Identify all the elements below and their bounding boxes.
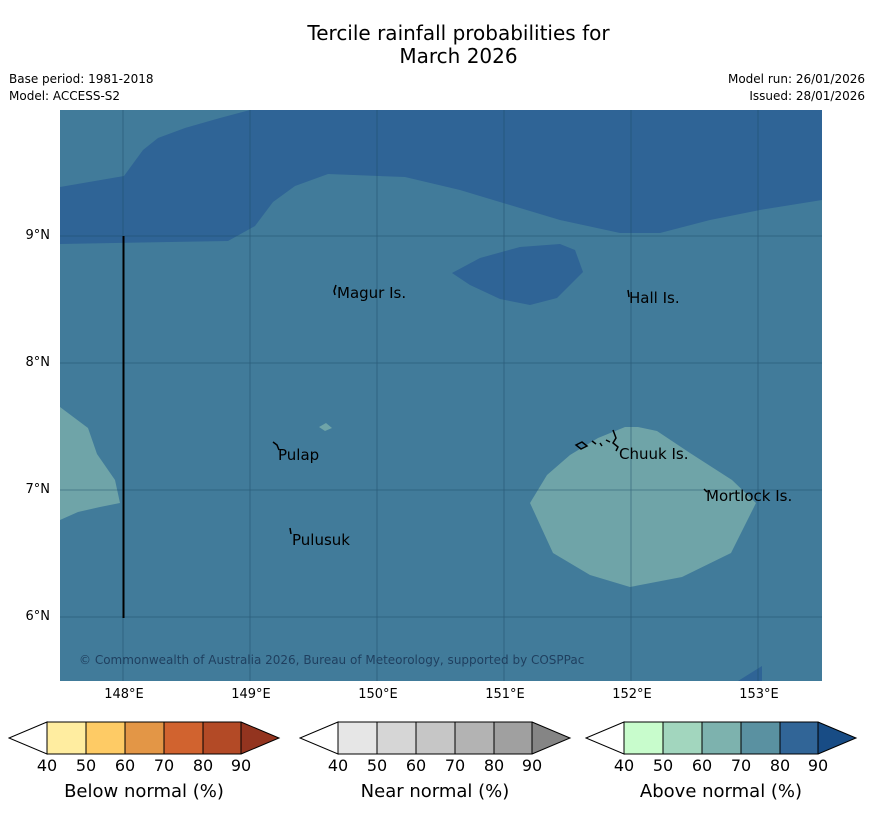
colorbar-below-normal	[8, 721, 281, 755]
place-label-hall: Hall Is.	[629, 289, 680, 307]
hall-island-shape	[627, 289, 630, 298]
near-bin-60	[416, 722, 455, 754]
tick: 50	[75, 756, 97, 775]
title-line-1: Tercile rainfall probabilities for	[307, 21, 610, 45]
tick: 80	[192, 756, 214, 775]
above-70-north-lobe	[60, 110, 250, 187]
above-80-south-corner	[738, 666, 762, 681]
mortlock-island-shape	[703, 488, 708, 493]
forecast-map	[60, 110, 822, 681]
lat-label-7n: 7°N	[25, 482, 51, 497]
lat-label-8n: 8°N	[25, 355, 51, 370]
place-label-pulap: Pulap	[278, 446, 320, 464]
tick: 70	[730, 756, 752, 775]
colorbar-above-normal	[585, 721, 858, 755]
near-bin-70	[455, 722, 494, 754]
meta-left: Base period: 1981-2018 Model: ACCESS-S2	[9, 71, 154, 105]
near-bin-80	[494, 722, 532, 754]
tick: 50	[652, 756, 674, 775]
near-extend-high	[532, 722, 570, 754]
below-extend-high	[241, 722, 279, 754]
colorbar-below-label: Below normal (%)	[64, 781, 224, 802]
below-extend-low	[8, 721, 48, 755]
graticule	[60, 110, 822, 681]
near-bin-50	[377, 722, 416, 754]
place-label-mortlock: Mortlock Is.	[706, 487, 793, 505]
lon-label-150e: 150°E	[358, 687, 398, 702]
lon-label-148e: 148°E	[104, 687, 144, 702]
lon-label-149e: 149°E	[231, 687, 271, 702]
place-label-pulusuk: Pulusuk	[292, 531, 350, 549]
lat-label-6n: 6°N	[25, 609, 51, 624]
magur-island-shape	[333, 284, 337, 296]
below-bin-60	[125, 722, 164, 754]
tick: 70	[153, 756, 175, 775]
copyright-notice: © Commonwealth of Australia 2026, Bureau…	[79, 653, 585, 667]
place-label-chuuk: Chuuk Is.	[619, 445, 689, 463]
lat-label-9n: 9°N	[25, 228, 51, 243]
above-60-chuuk-region	[530, 427, 756, 587]
tick: 90	[521, 756, 543, 775]
model-name: Model: ACCESS-S2	[9, 89, 121, 103]
above-60-west-region	[60, 407, 120, 520]
issued-date: Issued: 28/01/2026	[749, 89, 865, 103]
island-outlines	[272, 284, 708, 535]
near-extend-low	[299, 721, 339, 755]
tick: 40	[36, 756, 58, 775]
chuuk-island-shape	[574, 429, 619, 452]
near-bin-40	[338, 722, 377, 754]
tick: 60	[405, 756, 427, 775]
tick: 90	[230, 756, 252, 775]
above-bin-80	[780, 722, 818, 754]
tick: 60	[114, 756, 136, 775]
tick: 90	[807, 756, 829, 775]
lon-label-152e: 152°E	[612, 687, 652, 702]
pulap-island-shape	[272, 441, 280, 451]
place-label-magur: Magur Is.	[337, 284, 407, 302]
tick: 40	[613, 756, 635, 775]
above-80-north-region	[60, 110, 822, 244]
above-extend-high	[818, 722, 856, 754]
colorbar-above-label: Above normal (%)	[639, 781, 803, 802]
below-bin-50	[86, 722, 125, 754]
model-run: Model run: 26/01/2026	[727, 72, 865, 86]
above-bin-50	[663, 722, 702, 754]
lon-label-153e: 153°E	[739, 687, 779, 702]
base-period: Base period: 1981-2018	[9, 72, 154, 86]
lon-label-151e: 151°E	[485, 687, 525, 702]
above-bin-70	[741, 722, 780, 754]
meta-right: Model run: 26/01/2026 Issued: 28/01/2026	[728, 71, 865, 105]
tick: 50	[366, 756, 388, 775]
tick: 40	[327, 756, 349, 775]
tick: 80	[483, 756, 505, 775]
below-bin-70	[164, 722, 203, 754]
tick: 70	[444, 756, 466, 775]
above-extend-low	[585, 721, 625, 755]
chart-title: Tercile rainfall probabilities for March…	[0, 22, 873, 68]
above-bin-60	[702, 722, 741, 754]
above-80-east-blob	[452, 244, 583, 305]
pulusuk-island-shape	[289, 527, 292, 535]
colorbar-near-label: Near normal (%)	[360, 781, 510, 802]
colorbar-near-normal	[299, 721, 572, 755]
title-line-2: March 2026	[399, 44, 518, 68]
above-bin-40	[624, 722, 663, 754]
tick: 80	[769, 756, 791, 775]
map-canvas	[60, 110, 822, 681]
above-60-small-patch	[319, 423, 332, 431]
tick: 60	[691, 756, 713, 775]
below-bin-80	[203, 722, 241, 754]
below-bin-40	[47, 722, 86, 754]
